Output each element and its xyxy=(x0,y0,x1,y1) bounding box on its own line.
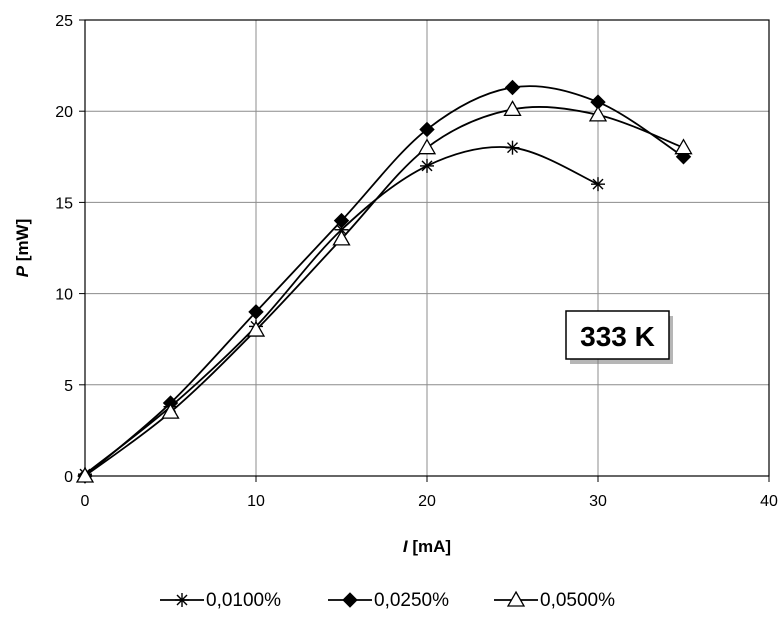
data-point-triangle xyxy=(75,466,95,483)
data-point-diamond xyxy=(504,79,521,96)
legend-marker-asterisk xyxy=(175,593,189,607)
data-point-diamond xyxy=(248,304,264,320)
x-tick-label: 20 xyxy=(418,493,436,510)
x-axis-title: I [mA] xyxy=(403,537,451,556)
data-point-diamond xyxy=(419,121,435,138)
data-point-asterisk xyxy=(591,177,605,192)
legend-item: 0,0250% xyxy=(328,590,449,611)
data-point-triangle xyxy=(588,105,608,122)
x-axis-var: I xyxy=(403,537,409,556)
temperature-label: 333 K xyxy=(580,321,655,352)
y-axis-var: P xyxy=(13,265,32,277)
series-group xyxy=(75,79,693,484)
legend-label: 0,0250% xyxy=(374,590,449,611)
data-point-diamond xyxy=(333,212,350,229)
legend-marker-triangle xyxy=(506,590,526,607)
series-2 xyxy=(77,79,692,484)
data-point-triangle xyxy=(332,229,351,246)
y-axis-title: P [mW] xyxy=(13,219,32,278)
x-tick-label: 40 xyxy=(760,493,778,510)
data-point-asterisk xyxy=(505,140,520,155)
x-tick-label: 30 xyxy=(589,493,607,510)
data-point-asterisk xyxy=(420,158,434,173)
axis-ticks: 0 10 20 30 40 0 5 10 15 20 25 xyxy=(55,13,778,510)
data-point-triangle xyxy=(417,138,437,155)
series-line xyxy=(84,106,684,477)
x-axis-unit: [mA] xyxy=(408,537,451,556)
legend: 0,0100% 0,0250% 0,0500% xyxy=(160,590,615,611)
x-tick-label: 10 xyxy=(247,493,265,510)
legend-item: 0,0100% xyxy=(160,590,281,611)
x-tick-label: 0 xyxy=(81,493,90,510)
y-axis-unit: [mW] xyxy=(13,219,32,266)
legend-marker-diamond xyxy=(342,592,358,608)
y-tick-label: 15 xyxy=(55,195,73,212)
legend-label: 0,0100% xyxy=(206,590,281,611)
data-point-triangle xyxy=(674,138,693,155)
series-line xyxy=(84,85,684,477)
temperature-annotation: 333 K xyxy=(565,310,673,364)
data-point-triangle xyxy=(161,402,180,419)
y-tick-label: 5 xyxy=(64,378,73,395)
legend-label: 0,0500% xyxy=(540,590,615,611)
series-3 xyxy=(75,100,693,483)
data-point-triangle xyxy=(503,100,522,117)
data-point-triangle xyxy=(246,320,266,337)
y-tick-label: 25 xyxy=(55,13,73,30)
y-tick-label: 10 xyxy=(55,287,73,304)
legend-item: 0,0500% xyxy=(494,590,615,611)
y-tick-label: 0 xyxy=(64,469,73,486)
y-tick-label: 20 xyxy=(55,104,73,121)
